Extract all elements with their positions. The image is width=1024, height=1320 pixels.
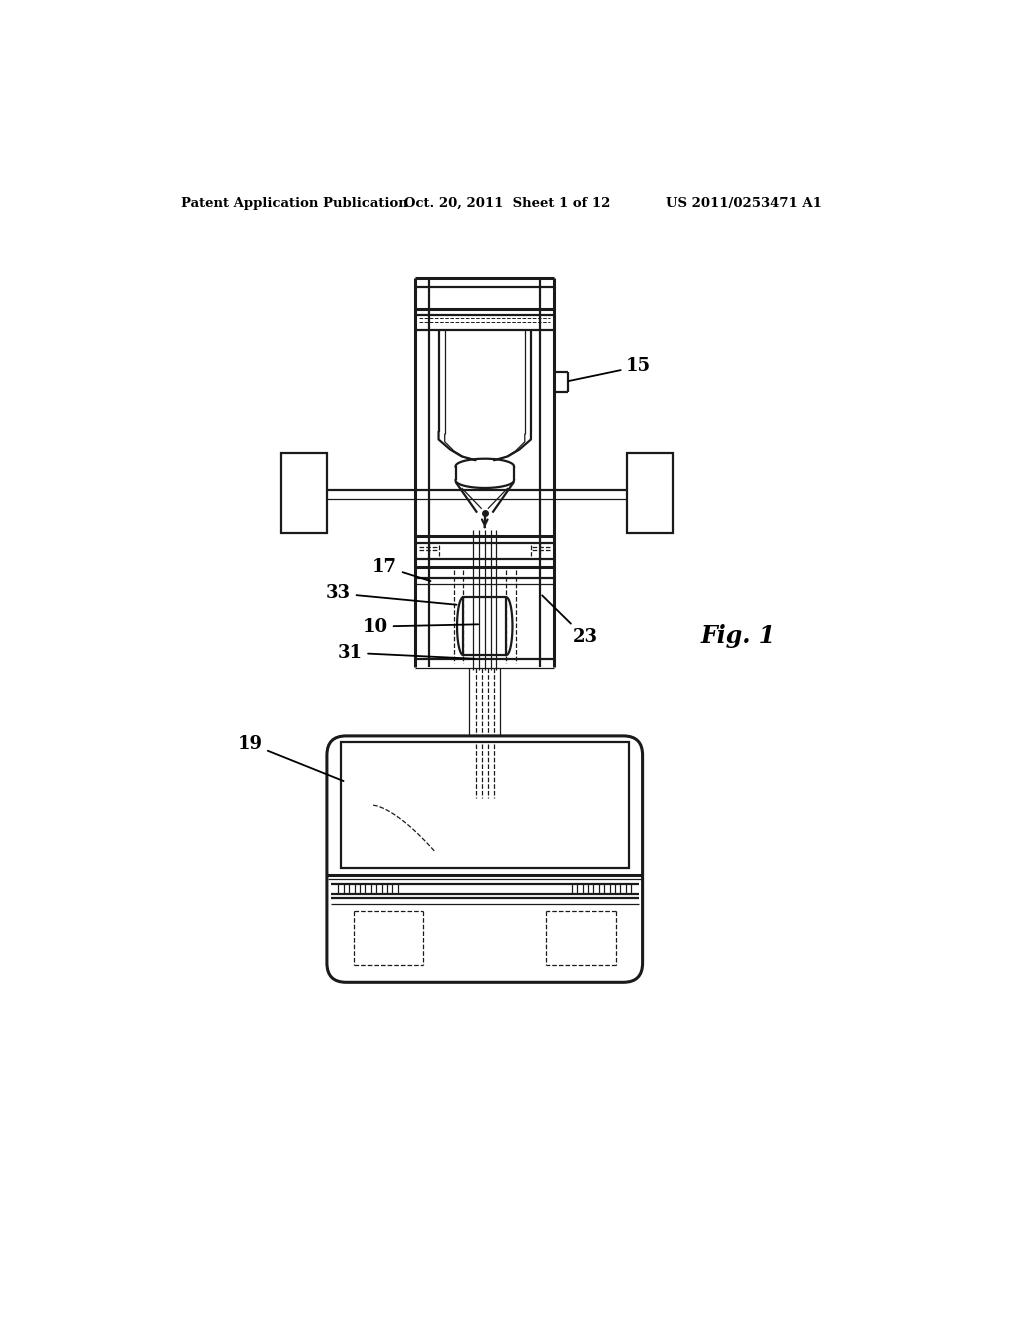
Text: US 2011/0253471 A1: US 2011/0253471 A1 bbox=[666, 197, 821, 210]
Text: 31: 31 bbox=[338, 644, 474, 661]
Text: 19: 19 bbox=[238, 735, 344, 781]
Bar bbox=[628, 453, 674, 533]
Text: Patent Application Publication: Patent Application Publication bbox=[180, 197, 408, 210]
Text: 15: 15 bbox=[568, 358, 651, 381]
Text: 23: 23 bbox=[542, 595, 597, 647]
FancyBboxPatch shape bbox=[327, 737, 643, 982]
Text: 10: 10 bbox=[362, 618, 478, 635]
Text: 33: 33 bbox=[326, 585, 457, 605]
Bar bbox=[341, 742, 629, 869]
Text: Oct. 20, 2011  Sheet 1 of 12: Oct. 20, 2011 Sheet 1 of 12 bbox=[403, 197, 610, 210]
Text: 17: 17 bbox=[372, 557, 430, 581]
Bar bbox=[281, 453, 327, 533]
Text: Fig. 1: Fig. 1 bbox=[700, 624, 775, 648]
Bar bbox=[463, 598, 506, 655]
